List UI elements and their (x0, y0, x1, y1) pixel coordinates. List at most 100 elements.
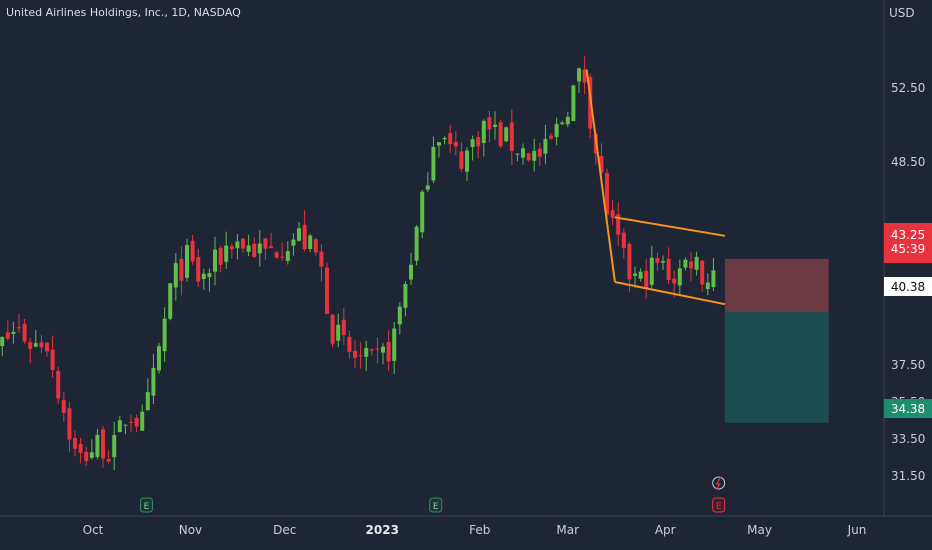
dividend-marker-icon[interactable] (712, 476, 726, 490)
candle-body (504, 127, 509, 142)
candles (0, 55, 716, 471)
candle-body (381, 346, 386, 353)
candle-body (560, 122, 565, 125)
candle-body (437, 142, 442, 146)
candle-body (134, 417, 139, 427)
candle-body (263, 238, 268, 249)
candle-body (84, 451, 89, 462)
candle-body (386, 342, 391, 362)
earnings-label: E (433, 502, 439, 512)
earnings-marker[interactable]: E (712, 497, 726, 513)
candle-body (358, 355, 363, 357)
candle-body (621, 232, 626, 249)
x-tick-label: Jun (847, 523, 867, 537)
candle-body (313, 239, 318, 253)
candle-body (661, 261, 666, 263)
pattern-line-channel-upper[interactable] (614, 216, 726, 237)
candle-body (28, 342, 33, 350)
candle-body (0, 337, 5, 347)
candle-body (224, 245, 229, 262)
candle-body (5, 332, 10, 339)
candle-body (476, 137, 481, 147)
candle-body (448, 132, 453, 145)
candle-body (157, 346, 162, 371)
earnings-marker[interactable]: E (139, 497, 153, 513)
candle-body (599, 156, 604, 173)
candle-body (493, 124, 498, 127)
y-tick-label: 52.50 (891, 81, 926, 95)
candle-body (353, 350, 358, 358)
x-tick-label: Nov (178, 523, 203, 537)
candle-body (689, 261, 694, 269)
candle-body (297, 228, 302, 241)
candle-body (694, 256, 699, 270)
x-tick-label: Oct (82, 523, 104, 537)
x-tick-label: Dec (273, 523, 297, 537)
candle-body (168, 283, 173, 319)
candle-body (73, 438, 78, 449)
candle-body (241, 238, 246, 249)
candle-body (56, 370, 61, 399)
candle-body (526, 153, 531, 161)
candle-body (257, 243, 262, 254)
candle-body (672, 278, 677, 284)
candle-body (666, 258, 671, 280)
stop-loss-zone[interactable] (724, 258, 829, 312)
candle-body (582, 69, 587, 83)
candle-body (459, 151, 464, 169)
candle-body (677, 268, 682, 286)
candle-body (117, 420, 122, 433)
candle-body (325, 267, 330, 314)
candle-body (11, 331, 16, 334)
candle-body (655, 258, 660, 263)
candle-body (487, 117, 492, 130)
earnings-label: E (144, 502, 150, 512)
candle-body (252, 243, 257, 257)
candle-body (33, 343, 38, 347)
candle-body (95, 434, 100, 457)
candle-body (39, 342, 44, 348)
target-price-tag: 34.38 (884, 399, 932, 418)
candle-body (442, 137, 447, 140)
candle-body (61, 400, 66, 413)
candle-body (145, 392, 150, 411)
x-tick-label: Mar (556, 523, 580, 537)
candle-body (616, 214, 621, 235)
candle-body (403, 284, 408, 308)
candle-body (45, 342, 50, 352)
candle-body (627, 244, 632, 280)
candle-body (308, 235, 313, 249)
earnings-marker[interactable]: E (429, 497, 443, 513)
candle-body (213, 249, 218, 272)
candle-body (705, 282, 710, 290)
pattern-line-flagpole[interactable] (585, 69, 616, 283)
candle-body (414, 226, 419, 261)
candle-body (465, 150, 470, 172)
candle-body (532, 150, 537, 161)
candle-body (17, 327, 22, 329)
y-tick-label: 33.50 (891, 432, 926, 447)
candle-body (481, 120, 486, 143)
candle-body (543, 138, 548, 154)
candle-body (549, 135, 554, 139)
candle-body (246, 245, 251, 252)
candle-body (605, 173, 610, 215)
candle-body (330, 314, 335, 344)
profit-target-zone[interactable] (724, 311, 829, 423)
pattern-line-channel-lower[interactable] (614, 281, 726, 306)
candle-body (577, 68, 582, 82)
candle-body (392, 328, 397, 361)
candle-body (140, 411, 145, 431)
candle-body (521, 148, 526, 158)
candle-body (173, 263, 178, 288)
x-tick-label: Feb (469, 523, 491, 537)
candle-body (302, 224, 307, 250)
candle-body (269, 246, 274, 248)
candle-body (341, 319, 346, 336)
candle-body (235, 241, 240, 249)
current-price-value: 43.25 (890, 228, 926, 242)
candle-body (274, 252, 279, 258)
candle-body (201, 273, 206, 279)
